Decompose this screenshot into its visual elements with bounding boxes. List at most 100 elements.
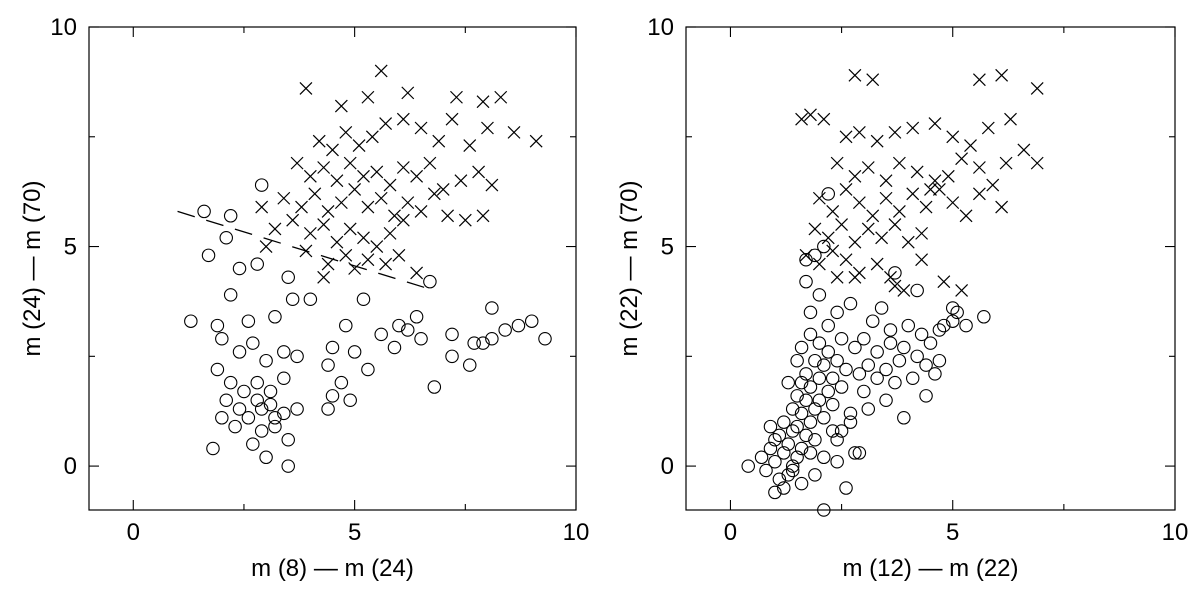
- left-x-point: [374, 64, 388, 78]
- left-x-point: [352, 139, 366, 152]
- left-y-tick-label: 0: [64, 453, 77, 480]
- right-x-point-stroke: [928, 174, 942, 188]
- left-x-point: [361, 253, 375, 267]
- right-x-point-stroke: [892, 156, 906, 170]
- left-scatter-plot: 0 5 10 0 5 10 m (8) — m (24) m (24) — m (70): [19, 14, 589, 582]
- left-circle-point: [339, 318, 353, 333]
- right-x-point: [999, 156, 1013, 170]
- right-x-point: [808, 222, 822, 236]
- left-circle-point: [277, 371, 291, 386]
- right-x-point: [888, 279, 902, 293]
- right-circle-point: [848, 446, 862, 460]
- right-x-point: [906, 187, 920, 201]
- right-x-point-stroke: [972, 73, 986, 87]
- right-circle-point: [825, 424, 840, 438]
- left-circle-point: [250, 393, 264, 407]
- left-x-point: [321, 257, 335, 271]
- left-circle-point: [347, 345, 362, 359]
- right-x-point-stroke: [861, 161, 875, 174]
- left-x-point-stroke: [450, 90, 463, 104]
- right-circle-point: [790, 353, 804, 368]
- right-x-point-stroke: [964, 139, 977, 152]
- right-circle-point: [803, 446, 818, 460]
- left-circle-point: [250, 375, 264, 390]
- right-circle-point: [834, 424, 849, 438]
- right-x-point-stroke: [1030, 82, 1044, 95]
- right-circle-point: [821, 384, 836, 399]
- left-x-point: [303, 226, 317, 240]
- right-x-point-stroke: [839, 130, 853, 144]
- left-circle-point: [321, 358, 335, 372]
- right-x-point-stroke: [946, 130, 960, 144]
- right-x-point: [901, 235, 915, 249]
- right-x-point: [804, 108, 817, 122]
- left-x-point-stroke: [396, 112, 410, 126]
- right-plot-ticks: [686, 26, 1176, 510]
- left-circle-point: [263, 397, 278, 412]
- right-x-point: [946, 130, 960, 144]
- left-x-point-stroke: [383, 178, 397, 192]
- left-x-point-stroke: [507, 125, 521, 139]
- left-y-tick-label: 5: [64, 234, 77, 261]
- left-circle-point: [361, 362, 375, 377]
- right-circle-point: [879, 393, 893, 407]
- right-circle-point: [768, 454, 782, 469]
- left-circle-point: [219, 393, 233, 407]
- left-x-point: [472, 165, 486, 179]
- left-x-point-stroke: [388, 209, 401, 223]
- left-circle-point: [201, 248, 216, 263]
- left-circle-point: [268, 411, 282, 425]
- left-circle-point: [414, 332, 428, 346]
- right-circle-point: [785, 463, 800, 478]
- left-x-point-stroke: [370, 165, 384, 179]
- right-x-point: [919, 200, 933, 214]
- left-x-point-stroke: [357, 231, 370, 245]
- left-x-point-stroke: [299, 82, 313, 95]
- left-circle-point: [246, 336, 260, 350]
- left-y-tick-label: 10: [50, 14, 77, 41]
- left-x-point-stroke: [312, 134, 326, 148]
- right-circle-point: [799, 274, 813, 289]
- left-circle-point: [281, 270, 295, 285]
- left-x-point: [481, 121, 494, 135]
- right-circle-point: [799, 428, 813, 443]
- right-circle-point: [790, 419, 804, 434]
- left-circle-point: [325, 389, 340, 403]
- right-circle-point: [914, 327, 929, 342]
- left-circle-point: [392, 318, 406, 333]
- right-circle-point: [919, 389, 933, 403]
- right-circle-point: [785, 459, 800, 473]
- left-x-point-stroke: [343, 156, 357, 170]
- right-circle-point: [848, 340, 862, 355]
- right-circle-point: [825, 371, 840, 386]
- left-x-point: [494, 90, 508, 104]
- right-x-point: [892, 156, 906, 170]
- right-circle-point: [852, 446, 867, 460]
- right-circle-point: [937, 318, 951, 333]
- left-x-point: [299, 82, 313, 95]
- left-x-point: [334, 196, 348, 210]
- left-x-point-stroke: [277, 191, 291, 205]
- right-circle-point: [945, 301, 960, 315]
- right-x-point-stroke: [941, 169, 955, 183]
- right-circle-point: [861, 402, 876, 416]
- right-x-point: [812, 257, 826, 271]
- right-circle-point: [803, 380, 818, 394]
- left-circle-point: [219, 231, 233, 245]
- right-circle-point: [910, 283, 924, 298]
- left-x-point: [445, 112, 459, 126]
- right-x-point-stroke: [888, 125, 902, 139]
- right-plot-marks: [741, 68, 1044, 517]
- right-x-point-stroke: [955, 152, 969, 166]
- left-circle-point: [215, 411, 229, 425]
- right-x-point-stroke: [919, 200, 933, 214]
- right-x-point-stroke: [932, 183, 946, 196]
- right-circle-point: [808, 248, 822, 263]
- left-x-point-stroke: [339, 125, 353, 139]
- left-x-point-stroke: [330, 235, 344, 249]
- left-x-point-stroke: [357, 169, 370, 183]
- right-circle-point: [799, 367, 813, 381]
- left-x-point: [290, 156, 304, 170]
- right-x-point-stroke: [892, 204, 906, 218]
